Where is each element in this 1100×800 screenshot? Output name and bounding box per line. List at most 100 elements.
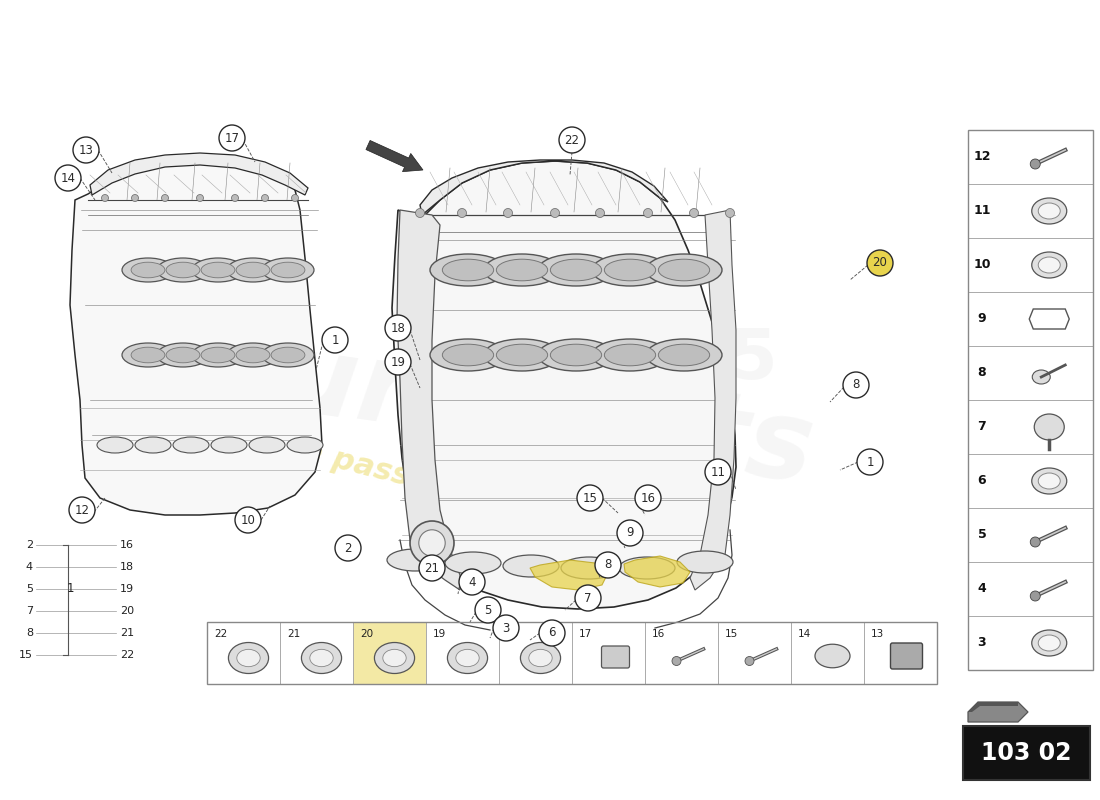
Circle shape [1031, 537, 1041, 547]
Circle shape [1031, 159, 1041, 169]
Ellipse shape [442, 259, 494, 281]
Circle shape [322, 327, 348, 353]
Circle shape [745, 657, 754, 666]
Text: 12: 12 [75, 503, 89, 517]
Ellipse shape [229, 642, 268, 674]
Text: 103 02: 103 02 [981, 741, 1071, 765]
Ellipse shape [192, 258, 244, 282]
Ellipse shape [166, 347, 200, 363]
FancyBboxPatch shape [891, 643, 923, 669]
Ellipse shape [262, 343, 314, 367]
Polygon shape [392, 161, 736, 609]
Text: 21: 21 [287, 629, 300, 639]
Text: 8: 8 [852, 378, 860, 391]
Circle shape [635, 485, 661, 511]
Ellipse shape [430, 339, 506, 371]
Text: 5: 5 [26, 584, 33, 594]
Polygon shape [530, 560, 608, 590]
Ellipse shape [503, 555, 559, 577]
Polygon shape [624, 556, 690, 587]
Ellipse shape [236, 650, 261, 666]
Circle shape [69, 497, 95, 523]
Circle shape [458, 209, 466, 218]
Ellipse shape [135, 437, 170, 453]
Text: 2: 2 [26, 540, 33, 550]
Ellipse shape [236, 262, 270, 278]
Circle shape [410, 521, 454, 565]
Circle shape [419, 555, 446, 581]
Circle shape [197, 194, 204, 202]
Ellipse shape [249, 437, 285, 453]
Text: 55: 55 [682, 326, 779, 394]
Circle shape [132, 194, 139, 202]
Ellipse shape [173, 437, 209, 453]
Ellipse shape [561, 557, 617, 579]
Ellipse shape [1034, 414, 1065, 440]
Ellipse shape [227, 343, 279, 367]
Text: 18: 18 [506, 629, 519, 639]
Circle shape [262, 194, 268, 202]
Text: 5: 5 [978, 529, 987, 542]
Ellipse shape [1038, 473, 1060, 489]
Ellipse shape [1032, 370, 1050, 384]
Ellipse shape [484, 339, 560, 371]
Text: 21: 21 [120, 628, 134, 638]
Text: 9: 9 [978, 313, 987, 326]
Circle shape [595, 209, 605, 218]
Ellipse shape [550, 344, 602, 366]
Text: 19: 19 [390, 355, 406, 369]
Ellipse shape [383, 650, 406, 666]
Text: 20: 20 [120, 606, 134, 616]
Ellipse shape [201, 262, 235, 278]
Circle shape [55, 165, 81, 191]
Text: 6: 6 [978, 474, 987, 487]
Circle shape [73, 137, 99, 163]
Text: 20: 20 [872, 257, 888, 270]
Ellipse shape [815, 644, 850, 668]
Text: 8: 8 [604, 558, 612, 571]
Text: 10: 10 [974, 258, 991, 271]
Ellipse shape [658, 259, 710, 281]
Ellipse shape [227, 258, 279, 282]
Circle shape [493, 615, 519, 641]
Text: 9: 9 [626, 526, 634, 539]
Text: 18: 18 [390, 322, 406, 334]
FancyArrow shape [366, 141, 424, 172]
Ellipse shape [131, 347, 165, 363]
Polygon shape [90, 153, 308, 195]
Text: 14: 14 [798, 629, 812, 639]
Ellipse shape [646, 339, 722, 371]
Text: 18: 18 [120, 562, 134, 572]
Polygon shape [690, 210, 736, 590]
Text: 15: 15 [19, 650, 33, 660]
Circle shape [843, 372, 869, 398]
Text: 4: 4 [978, 582, 987, 595]
Text: 6: 6 [548, 626, 556, 639]
Circle shape [504, 209, 513, 218]
Text: 20: 20 [360, 629, 373, 639]
Circle shape [235, 507, 261, 533]
Circle shape [617, 520, 643, 546]
Polygon shape [70, 158, 322, 515]
Ellipse shape [604, 344, 656, 366]
Circle shape [292, 194, 298, 202]
Ellipse shape [520, 642, 561, 674]
Circle shape [459, 569, 485, 595]
Circle shape [336, 535, 361, 561]
Text: 15: 15 [583, 491, 597, 505]
Polygon shape [397, 210, 460, 590]
Ellipse shape [538, 254, 614, 286]
Text: 22: 22 [564, 134, 580, 146]
Text: 15: 15 [725, 629, 738, 639]
Ellipse shape [166, 262, 200, 278]
Text: 16: 16 [640, 491, 656, 505]
Ellipse shape [496, 344, 548, 366]
Ellipse shape [201, 347, 235, 363]
Ellipse shape [592, 254, 668, 286]
Text: 1: 1 [867, 455, 873, 469]
Circle shape [690, 209, 698, 218]
Circle shape [231, 194, 239, 202]
Circle shape [705, 459, 732, 485]
Text: 8: 8 [26, 628, 33, 638]
Text: 4: 4 [469, 575, 475, 589]
